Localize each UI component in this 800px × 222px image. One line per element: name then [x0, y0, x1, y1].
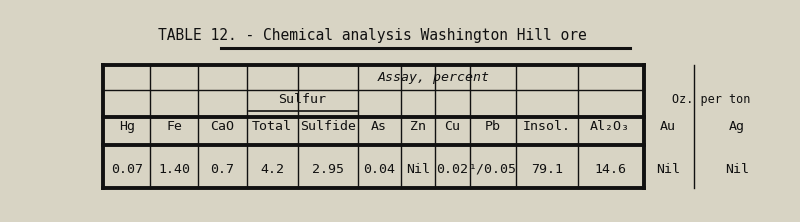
Text: 0.04: 0.04 [363, 163, 395, 176]
Text: As: As [371, 120, 387, 133]
Text: Nil: Nil [406, 163, 430, 176]
Text: Sulfide: Sulfide [300, 120, 356, 133]
Text: Al₂O₃: Al₂O₃ [590, 120, 630, 133]
Text: Total: Total [252, 120, 292, 133]
Text: Sulfur: Sulfur [278, 93, 326, 106]
Text: Au: Au [660, 120, 676, 133]
Text: Pb: Pb [485, 120, 501, 133]
Text: Fe: Fe [166, 120, 182, 133]
Text: CaO: CaO [210, 120, 234, 133]
Text: Nil: Nil [656, 163, 680, 176]
Text: TABLE 12. - Chemical analysis Washington Hill ore: TABLE 12. - Chemical analysis Washington… [158, 28, 587, 43]
Text: Assay, percent: Assay, percent [378, 71, 490, 84]
Text: 0.07: 0.07 [111, 163, 143, 176]
Text: Hg: Hg [119, 120, 135, 133]
Text: 79.1: 79.1 [531, 163, 563, 176]
Text: 4.2: 4.2 [260, 163, 284, 176]
Text: Insol.: Insol. [523, 120, 571, 133]
Text: 1.40: 1.40 [158, 163, 190, 176]
Text: 0.7: 0.7 [210, 163, 234, 176]
Text: Oz. per ton: Oz. per ton [672, 93, 750, 106]
Text: Ag: Ag [729, 120, 745, 133]
Text: Nil: Nil [725, 163, 749, 176]
Text: 2.95: 2.95 [312, 163, 344, 176]
Text: ¹/0.05: ¹/0.05 [469, 163, 517, 176]
Text: 0.02: 0.02 [436, 163, 468, 176]
Text: Cu: Cu [444, 120, 460, 133]
Text: Zn: Zn [410, 120, 426, 133]
Text: 14.6: 14.6 [594, 163, 626, 176]
